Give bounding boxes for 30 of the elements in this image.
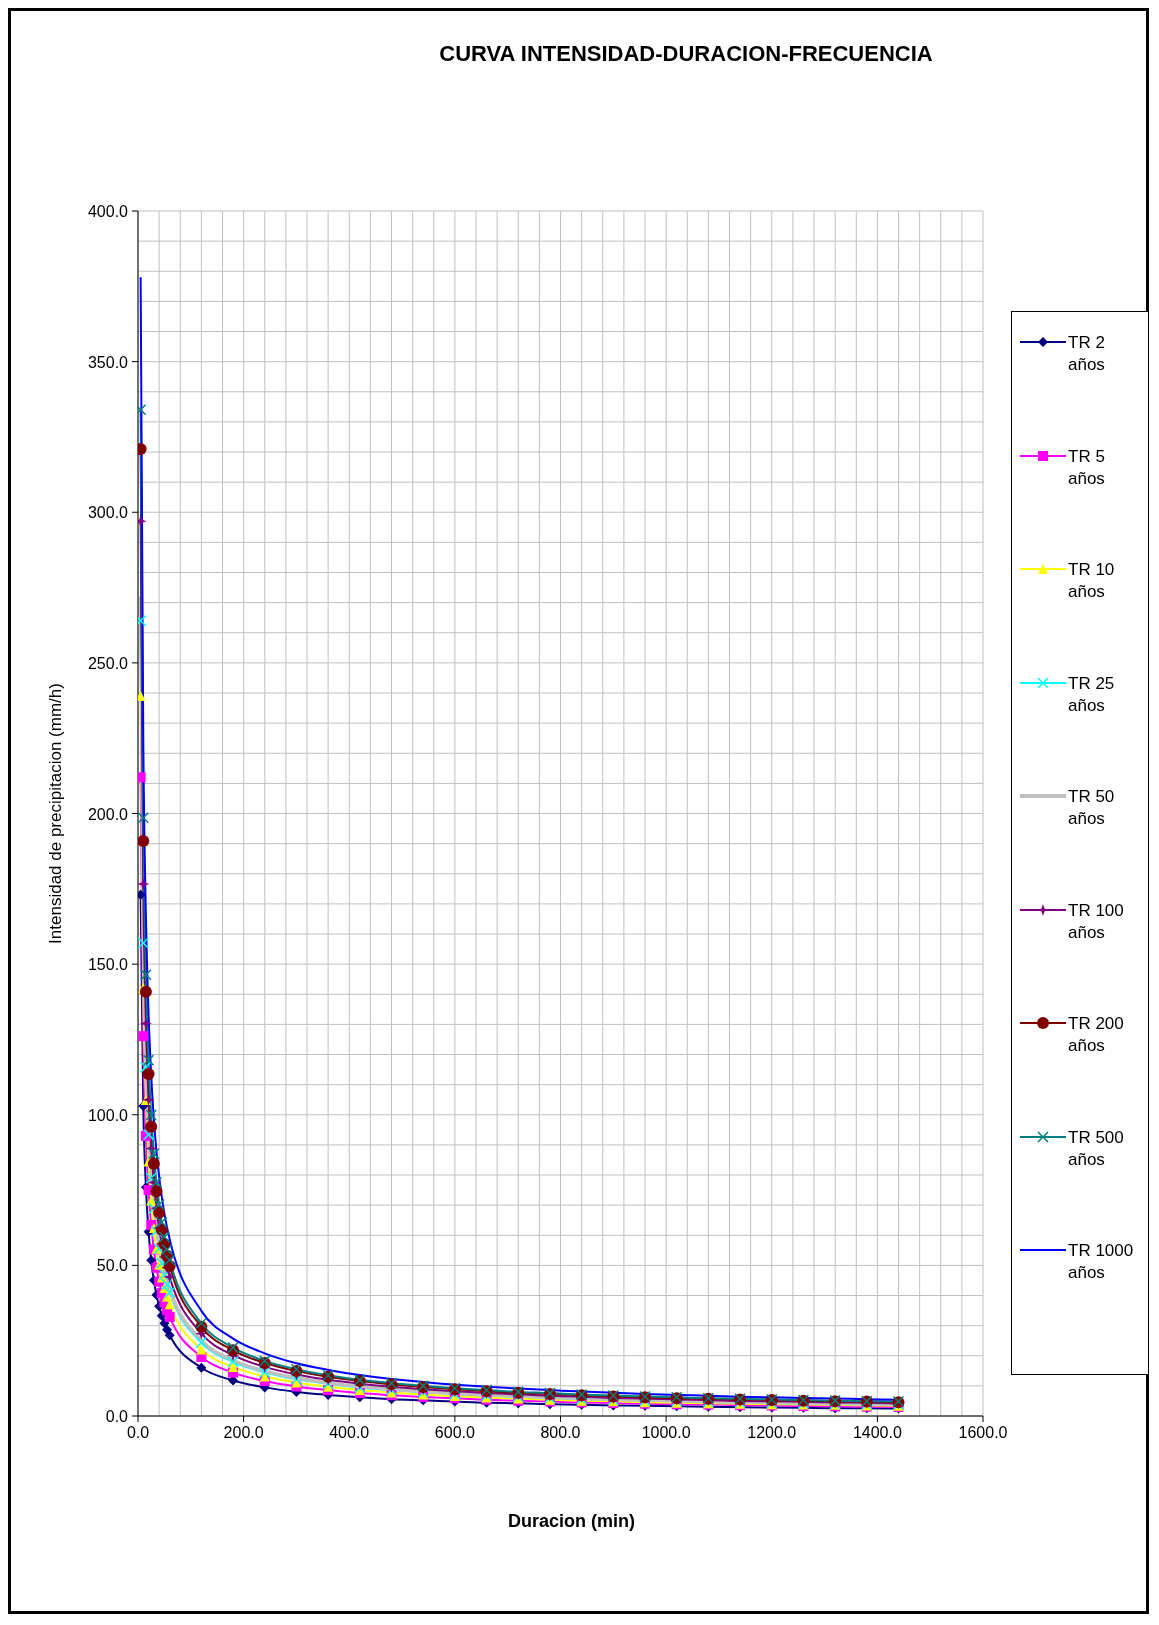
y-tick-label: 350.0: [87, 353, 129, 371]
y-tick-label: 0.0: [105, 1408, 129, 1425]
y-tick-label: 400.0: [87, 203, 129, 220]
y-axis-title: Intensidad de precipitacion (mm/h): [46, 683, 66, 944]
y-tick-label: 200.0: [87, 805, 129, 823]
legend-label: TR 100 años: [1068, 899, 1125, 944]
y-tick-label: 250.0: [87, 654, 129, 672]
x-axis-title: Duracion (min): [507, 1511, 636, 1532]
x-tick-label: 0.0: [126, 1424, 150, 1441]
legend-label: TR 200 años: [1068, 1013, 1125, 1057]
x-tick-label: 400.0: [329, 1424, 370, 1441]
y-tick-label: 50.0: [96, 1257, 129, 1275]
y-tick-label: 100.0: [87, 1106, 129, 1124]
x-tick-label: 1200.0: [747, 1424, 797, 1441]
chart-title: CURVA INTENSIDAD-DURACION-FRECUENCIA: [438, 41, 934, 67]
legend-label: TR 1000 años: [1068, 1240, 1135, 1284]
x-tick-label: 1400.0: [852, 1424, 902, 1441]
x-tick-label: 1600.0: [958, 1424, 1008, 1441]
y-tick-label: 300.0: [87, 504, 129, 522]
legend-label: TR 2 años: [1068, 332, 1106, 376]
y-tick-label: 150.0: [87, 956, 129, 974]
legend-label: TR 50 años: [1068, 786, 1116, 830]
x-tick-label: 600.0: [434, 1424, 475, 1441]
legend-label: TR 500 años: [1068, 1126, 1125, 1171]
legend-label: TR 5 años: [1068, 445, 1106, 490]
legend-label: TR 10 años: [1068, 559, 1116, 603]
x-tick-label: 200.0: [223, 1424, 264, 1441]
legend-label: TR 25 años: [1068, 672, 1116, 717]
x-tick-label: 800.0: [540, 1424, 581, 1441]
x-tick-label: 1000.0: [641, 1424, 691, 1441]
